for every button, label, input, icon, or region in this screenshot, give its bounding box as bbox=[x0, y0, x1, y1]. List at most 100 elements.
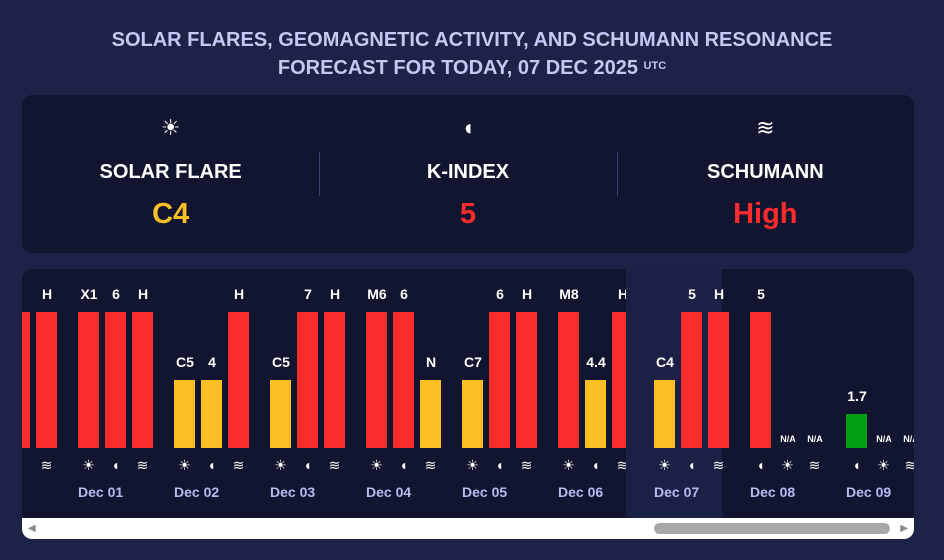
bar-value-label: 4.4 bbox=[586, 354, 606, 370]
summary-panel: ☀ SOLAR FLARE C4 ◖ K-INDEX 5 ≋ SCHUMANN … bbox=[22, 95, 914, 253]
day-label: Dec 01 bbox=[78, 484, 124, 500]
bar-value-label: H bbox=[713, 286, 725, 302]
waves-icon: ≋ bbox=[904, 457, 914, 473]
waves-icon: ≋ bbox=[232, 457, 245, 473]
sun-icon: ☀ bbox=[781, 457, 794, 473]
bar-value-label: 6 bbox=[400, 286, 408, 302]
mag-bar[interactable] bbox=[489, 312, 510, 448]
sun-icon: ☀ bbox=[562, 457, 575, 473]
chart-track: ☀ ◖ H ≋ X1 ☀ 6 ◖ H ≋ Dec 01 C5 ☀ 4 ◖ H ≋ Dec 02 C5 ☀ 7 ◖ H ≋ Dec… bbox=[22, 269, 914, 518]
sun-bar[interactable] bbox=[270, 380, 291, 448]
day-label: Dec 08 bbox=[750, 484, 796, 500]
bar-value-label: H bbox=[41, 286, 53, 302]
bar-value-label: X1 bbox=[80, 286, 98, 302]
bar-value-label: 7 bbox=[304, 286, 312, 302]
mag-bar[interactable] bbox=[22, 312, 30, 448]
forecast-chart: ☀ ◖ H ≋ X1 ☀ 6 ◖ H ≋ Dec 01 C5 ☀ 4 ◖ H ≋ Dec 02 C5 ☀ 7 ◖ H ≋ Dec… bbox=[22, 269, 914, 539]
day-label: Dec 05 bbox=[462, 484, 508, 500]
summary-solar-flare: ☀ SOLAR FLARE C4 bbox=[22, 95, 319, 253]
sun-icon: ☀ bbox=[160, 115, 181, 140]
day-group: 5 ◖ N/A ☀ N/A ≋ Dec 08 bbox=[722, 269, 823, 518]
day-group: M8 ☀ 4.4 ◖ H ≋ Dec 06 bbox=[530, 269, 633, 518]
waves-icon: ≋ bbox=[808, 457, 821, 473]
mag-bar[interactable] bbox=[297, 312, 318, 448]
waves-icon: ≋ bbox=[328, 457, 341, 473]
wave-bar[interactable] bbox=[132, 312, 153, 448]
wave-bar[interactable] bbox=[228, 312, 249, 448]
day-group: M6 ☀ 6 ◖ N ≋ Dec 04 bbox=[338, 269, 441, 518]
sun-bar[interactable] bbox=[654, 380, 675, 448]
sun-bar[interactable] bbox=[366, 312, 387, 448]
bar-value-label: H bbox=[521, 286, 533, 302]
bar-value-label: 1.7 bbox=[847, 388, 867, 404]
scrollbar-thumb[interactable] bbox=[654, 523, 890, 534]
day-group: C5 ☀ 4 ◖ H ≋ Dec 02 bbox=[146, 269, 249, 518]
mag-bar[interactable] bbox=[681, 312, 702, 448]
mag-bar[interactable] bbox=[105, 312, 126, 448]
sun-bar[interactable] bbox=[558, 312, 579, 448]
magnet-icon: ◖ bbox=[495, 457, 504, 473]
bar-value-label: N/A bbox=[780, 434, 796, 444]
bar-value-label: M6 bbox=[367, 286, 387, 302]
wave-bar[interactable] bbox=[324, 312, 345, 448]
magnet-icon: ◖ bbox=[852, 457, 861, 473]
magnet-icon: ◖ bbox=[687, 457, 696, 473]
sun-icon: ☀ bbox=[877, 457, 890, 473]
bar-value-label: M8 bbox=[559, 286, 579, 302]
scroll-left-arrow-icon[interactable]: ◀ bbox=[28, 523, 36, 534]
day-label: Dec 03 bbox=[270, 484, 316, 500]
bar-value-label: C7 bbox=[464, 354, 482, 370]
sun-icon: ☀ bbox=[82, 457, 95, 473]
bar-value-label: 4 bbox=[208, 354, 216, 370]
bar-value-label: N/A bbox=[903, 434, 914, 444]
day-label: Dec 07 bbox=[654, 484, 700, 500]
bar-value-label: H bbox=[137, 286, 149, 302]
bar-value-label: 6 bbox=[496, 286, 504, 302]
mag-bar[interactable] bbox=[393, 312, 414, 448]
bar-value-label: H bbox=[617, 286, 629, 302]
magnet-icon: ◖ bbox=[303, 457, 312, 473]
bar-value-label: C4 bbox=[656, 354, 674, 370]
sun-bar[interactable] bbox=[174, 380, 195, 448]
day-label: Dec 04 bbox=[366, 484, 412, 500]
summary-schumann: ≋ SCHUMANN High bbox=[616, 95, 914, 253]
sun-icon: ☀ bbox=[178, 457, 191, 473]
mag-bar[interactable] bbox=[846, 414, 867, 448]
day-label: Dec 09 bbox=[846, 484, 892, 500]
sun-bar[interactable] bbox=[462, 380, 483, 448]
mag-bar[interactable] bbox=[201, 380, 222, 448]
sun-icon: ☀ bbox=[466, 457, 479, 473]
magnet-icon: ◖ bbox=[756, 457, 765, 473]
waves-icon: ≋ bbox=[40, 457, 53, 473]
wave-bar[interactable] bbox=[708, 312, 729, 448]
day-group: C7 ☀ 6 ◖ H ≋ Dec 05 bbox=[434, 269, 537, 518]
day-label: Dec 02 bbox=[174, 484, 220, 500]
magnet-icon: ◖ bbox=[22, 457, 30, 473]
day-group: X1 ☀ 6 ◖ H ≋ Dec 01 bbox=[50, 269, 153, 518]
waves-icon: ≋ bbox=[616, 457, 629, 473]
bar-value-label: C5 bbox=[176, 354, 194, 370]
horizontal-scrollbar[interactable]: ◀ ▶ bbox=[22, 518, 914, 539]
day-group: C4 ☀ 5 ◖ H ≋ Dec 07 bbox=[626, 269, 729, 518]
bar-value-label: 6 bbox=[112, 286, 120, 302]
bar-value-label: N/A bbox=[876, 434, 892, 444]
wave-bar[interactable] bbox=[420, 380, 441, 448]
waves-icon: ≋ bbox=[424, 457, 437, 473]
bar-value-label: 5 bbox=[757, 286, 765, 302]
sun-bar[interactable] bbox=[78, 312, 99, 448]
bar-value-label: 5 bbox=[688, 286, 696, 302]
bar-value-label: H bbox=[233, 286, 245, 302]
sun-icon: ☀ bbox=[658, 457, 671, 473]
mag-bar[interactable] bbox=[585, 380, 606, 448]
bar-value-label: C5 bbox=[272, 354, 290, 370]
wave-bar[interactable] bbox=[36, 312, 57, 448]
waves-icon: ≋ bbox=[756, 115, 775, 140]
bar-value-label: N bbox=[425, 354, 437, 370]
magnet-icon: ◖ bbox=[591, 457, 600, 473]
magnet-icon: ◖ bbox=[461, 115, 475, 140]
sun-icon: ☀ bbox=[274, 457, 287, 473]
scroll-right-arrow-icon[interactable]: ▶ bbox=[900, 523, 908, 534]
magnet-icon: ◖ bbox=[399, 457, 408, 473]
mag-bar[interactable] bbox=[750, 312, 771, 448]
wave-bar[interactable] bbox=[516, 312, 537, 448]
